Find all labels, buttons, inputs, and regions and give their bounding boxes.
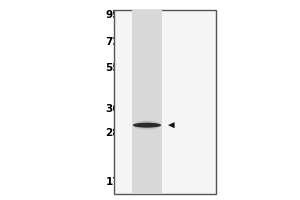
- Text: 28: 28: [106, 128, 120, 138]
- Text: 95: 95: [106, 10, 120, 20]
- Text: m.spleen: m.spleen: [126, 12, 174, 22]
- Text: 17: 17: [105, 177, 120, 187]
- Text: 36: 36: [106, 104, 120, 114]
- Text: 55: 55: [106, 63, 120, 73]
- Text: 72: 72: [105, 37, 120, 47]
